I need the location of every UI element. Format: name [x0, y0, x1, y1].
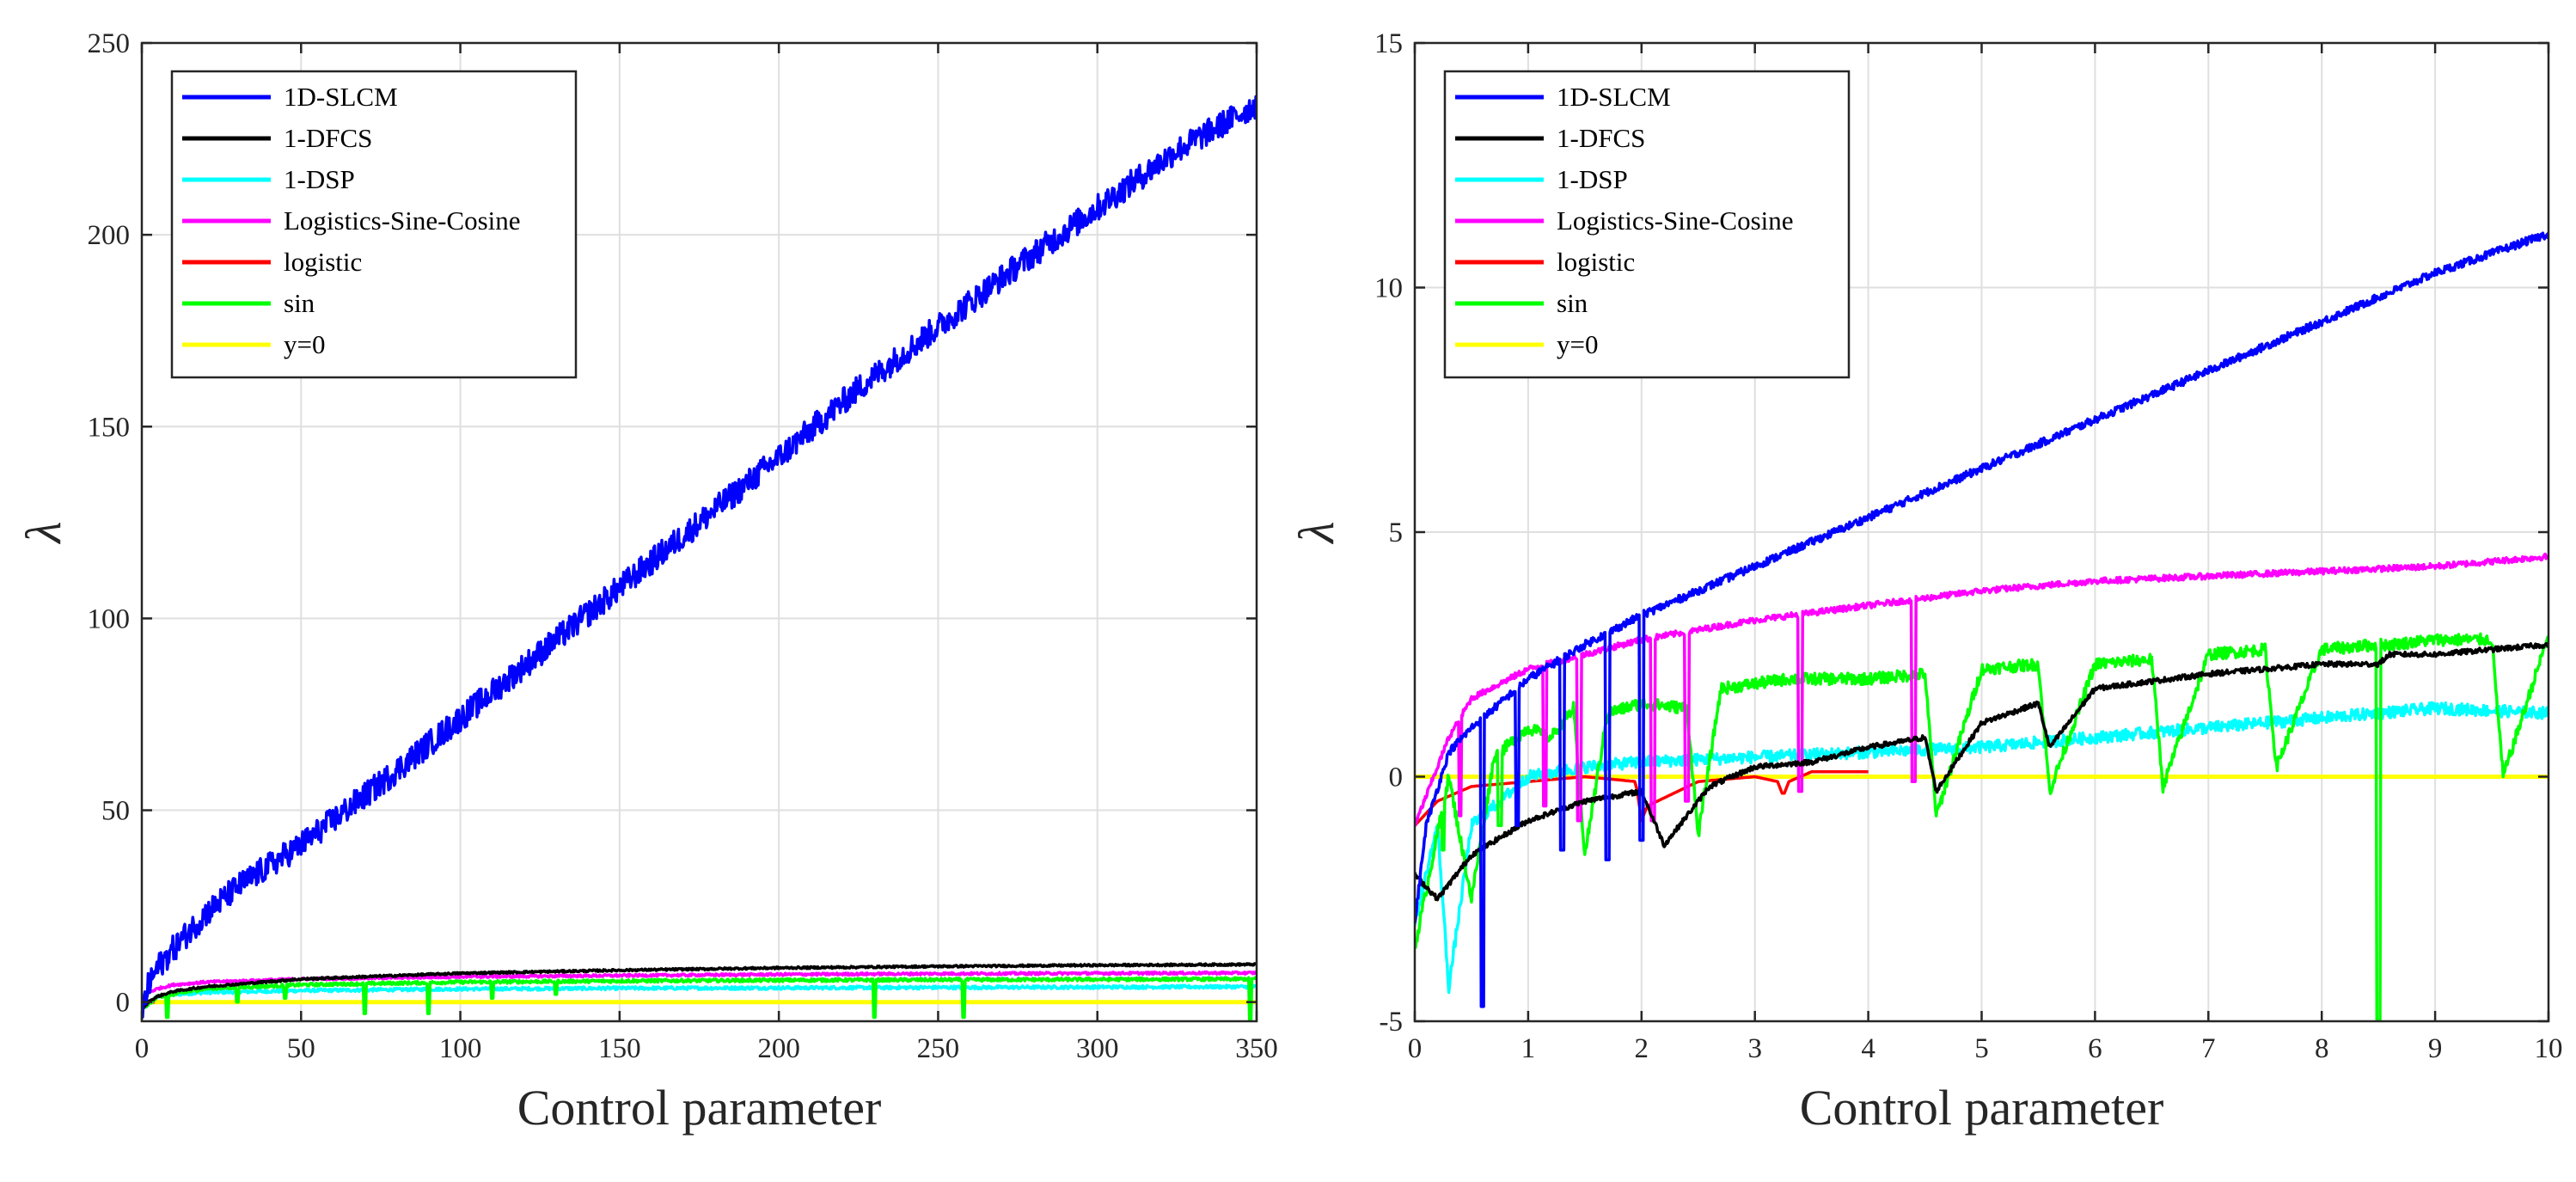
y-axis-label: λ	[1288, 521, 1344, 544]
series-line-1-dfcs	[142, 962, 1257, 1011]
x-tick-label: 10	[2535, 1033, 2563, 1064]
series-group	[142, 95, 1257, 1021]
legend-label: 1-DSP	[284, 164, 355, 194]
y-tick-label: 100	[88, 603, 131, 634]
series-line-sin	[142, 976, 1257, 1021]
x-tick-label: 2	[1635, 1033, 1649, 1064]
legend-label: 1D-SLCM	[284, 82, 398, 112]
x-tick-label: 5	[1974, 1033, 1989, 1064]
x-tick-label: 300	[1076, 1033, 1119, 1064]
legend: 1D-SLCM 1-DFCS 1-DSP Logistics-Sine-Cosine l…	[170, 70, 578, 379]
legend-label: Logistics-Sine-Cosine	[284, 205, 521, 236]
x-tick-label: 3	[1747, 1033, 1762, 1064]
x-tick-label: 6	[2088, 1033, 2102, 1064]
legend-box	[170, 70, 578, 379]
legend-label: Logistics-Sine-Cosine	[1557, 205, 1794, 236]
x-tick-label: 350	[1235, 1033, 1278, 1064]
x-tick-label: 8	[2315, 1033, 2329, 1064]
legend: 1D-SLCM 1-DFCS 1-DSP Logistics-Sine-Cosine l…	[1443, 70, 1851, 379]
series-line-1d-slcm	[142, 95, 1257, 1019]
series-line-1d-slcm	[1415, 231, 2548, 1008]
legend-box	[1443, 70, 1851, 379]
legend-label: y=0	[1557, 329, 1598, 359]
y-tick-label: 10	[1374, 273, 1403, 304]
x-tick-label: 50	[287, 1033, 315, 1064]
legend-label: 1-DFCS	[284, 123, 372, 153]
x-tick-label: 100	[439, 1033, 482, 1064]
y-tick-label: 0	[116, 988, 131, 1019]
y-tick-label: 200	[88, 220, 131, 251]
y-tick-label: 0	[1389, 762, 1404, 793]
x-tick-label: 9	[2428, 1033, 2443, 1064]
series-group	[1415, 231, 2548, 1021]
x-tick-label: 0	[1408, 1033, 1423, 1064]
series-line-1-dfcs	[1415, 641, 2548, 902]
legend-label: logistic	[284, 247, 362, 277]
series-line-1-dsp	[142, 983, 1257, 1012]
x-axis-label: Control parameter	[517, 1080, 882, 1136]
x-tick-label: 250	[917, 1033, 960, 1064]
legend-label: y=0	[284, 329, 325, 359]
x-tick-label: 0	[135, 1033, 150, 1064]
x-tick-label: 4	[1861, 1033, 1875, 1064]
y-tick-label: 150	[88, 412, 131, 443]
x-tick-label: 7	[2201, 1033, 2216, 1064]
legend-label: sin	[284, 288, 315, 318]
legend-label: logistic	[1557, 247, 1635, 277]
x-tick-label: 150	[598, 1033, 641, 1064]
y-axis-label: λ	[15, 521, 71, 544]
series-line-sin	[1415, 632, 2548, 1021]
x-tick-label: 200	[757, 1033, 800, 1064]
legend-label: 1-DFCS	[1557, 123, 1645, 153]
y-tick-label: 50	[101, 796, 130, 827]
axes-box	[140, 41, 1258, 1023]
series-line-1-dsp	[1415, 701, 2548, 995]
x-tick-label: 1	[1521, 1033, 1536, 1064]
legend-label: 1-DSP	[1557, 164, 1628, 194]
y-tick-label: 15	[1374, 28, 1403, 59]
legend-label: sin	[1557, 288, 1588, 318]
legend-label: 1D-SLCM	[1557, 82, 1671, 112]
x-axis-label: Control parameter	[1800, 1080, 2164, 1136]
y-tick-label: 250	[88, 28, 131, 59]
y-tick-label: -5	[1380, 1007, 1404, 1038]
y-tick-label: 5	[1389, 518, 1404, 548]
left-chart: 0 50 100 150 200 250 300 350 0 50 100 150 200 250 Cont…	[15, 28, 1278, 1136]
